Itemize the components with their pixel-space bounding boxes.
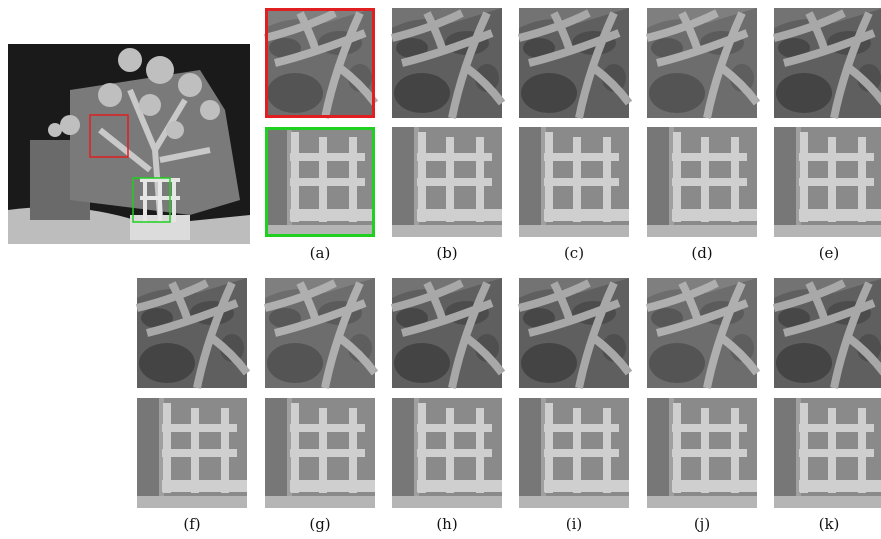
panel-label: (a) bbox=[310, 244, 331, 262]
result-panel bbox=[392, 278, 502, 508]
branch-crop bbox=[774, 8, 881, 118]
branch-crop bbox=[519, 8, 629, 118]
lattice-crop bbox=[392, 398, 502, 508]
branch-crop bbox=[774, 278, 881, 388]
panel-label: (i) bbox=[566, 515, 583, 533]
lattice-crop bbox=[519, 127, 629, 237]
panel-label: (b) bbox=[436, 244, 457, 262]
branch-crop bbox=[137, 278, 247, 388]
lattice-crop bbox=[774, 398, 881, 508]
result-panel bbox=[774, 278, 881, 508]
panel-label: (d) bbox=[691, 244, 712, 262]
result-panel bbox=[265, 8, 375, 237]
lattice-crop bbox=[392, 127, 502, 237]
lattice-crop bbox=[647, 398, 757, 508]
panel-label: (j) bbox=[694, 515, 710, 533]
branch-crop bbox=[392, 278, 502, 388]
branch-crop bbox=[265, 278, 375, 388]
panel-label: (e) bbox=[819, 244, 840, 262]
result-panel bbox=[647, 278, 757, 508]
lattice-crop bbox=[265, 398, 375, 508]
branch-crop bbox=[647, 278, 757, 388]
lattice-crop bbox=[137, 398, 247, 508]
branch-crop bbox=[647, 8, 757, 118]
panel-label: (f) bbox=[183, 515, 200, 533]
result-panel bbox=[647, 8, 757, 237]
panel-label: (k) bbox=[819, 515, 840, 533]
lattice-crop bbox=[774, 127, 881, 237]
result-panel bbox=[137, 278, 247, 508]
lattice-crop bbox=[265, 127, 375, 237]
branch-crop bbox=[265, 8, 375, 118]
result-panel bbox=[519, 278, 629, 508]
result-panel bbox=[265, 278, 375, 508]
result-panel bbox=[392, 8, 502, 237]
input-depth-map bbox=[8, 44, 250, 244]
result-panel bbox=[774, 8, 881, 237]
panel-label: (g) bbox=[309, 515, 330, 533]
result-panel bbox=[519, 8, 629, 237]
branch-crop bbox=[392, 8, 502, 118]
panel-label: (h) bbox=[436, 515, 457, 533]
lattice-crop bbox=[519, 398, 629, 508]
lattice-crop bbox=[647, 127, 757, 237]
figure: (a) (b) (c) (d) (e) (f) (g) (h) (i) (j) (k) bbox=[0, 0, 881, 539]
branch-crop bbox=[519, 278, 629, 388]
panel-label: (c) bbox=[564, 244, 584, 262]
